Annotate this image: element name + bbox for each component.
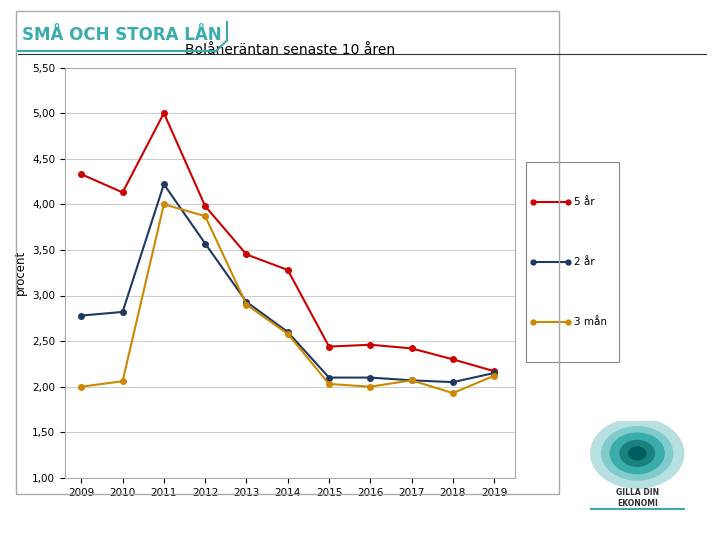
2 år <box>201 240 210 247</box>
5 år <box>242 251 251 258</box>
2 år <box>490 370 498 376</box>
2 år <box>160 181 168 187</box>
3 mån <box>490 373 498 379</box>
Text: 2 år: 2 år <box>575 257 595 267</box>
5 år <box>77 171 86 178</box>
Circle shape <box>602 427 672 480</box>
Circle shape <box>590 418 684 488</box>
Line: 3 mån: 3 mån <box>78 201 497 396</box>
3 mån <box>242 301 251 308</box>
2 år <box>408 377 416 383</box>
3 mån <box>366 383 374 390</box>
5 år <box>284 267 292 273</box>
5 år <box>201 203 210 210</box>
Text: EKONOMI: EKONOMI <box>617 500 657 508</box>
5 år <box>490 368 498 374</box>
Circle shape <box>629 447 646 460</box>
3 mån <box>284 330 292 337</box>
3 mån <box>160 201 168 207</box>
Circle shape <box>620 441 654 466</box>
5 år <box>366 341 374 348</box>
Y-axis label: procent: procent <box>14 250 27 295</box>
2 år <box>449 379 457 386</box>
2 år <box>366 374 374 381</box>
5 år <box>160 110 168 116</box>
2 år <box>325 374 333 381</box>
Circle shape <box>611 433 664 474</box>
2 år <box>77 312 86 319</box>
5 år <box>325 343 333 350</box>
3 mån <box>449 390 457 396</box>
Text: GILLA DIN: GILLA DIN <box>616 488 659 497</box>
5 år <box>449 356 457 362</box>
3 mån <box>77 383 86 390</box>
2 år <box>242 299 251 305</box>
3 mån <box>201 213 210 219</box>
Line: 5 år: 5 år <box>78 110 497 374</box>
Title: Bolåneräntan senaste 10 åren: Bolåneräntan senaste 10 åren <box>185 43 395 57</box>
2 år <box>284 329 292 335</box>
5 år <box>408 345 416 352</box>
3 mån <box>408 377 416 383</box>
3 mån <box>325 381 333 387</box>
Text: 3 mån: 3 mån <box>575 317 607 327</box>
Text: 5 år: 5 år <box>575 197 595 207</box>
2 år <box>118 309 127 315</box>
Line: 2 år: 2 år <box>78 181 497 385</box>
Text: SMÅ OCH STORA LÅN: SMÅ OCH STORA LÅN <box>22 26 221 44</box>
3 mån <box>118 378 127 384</box>
5 år <box>118 189 127 195</box>
